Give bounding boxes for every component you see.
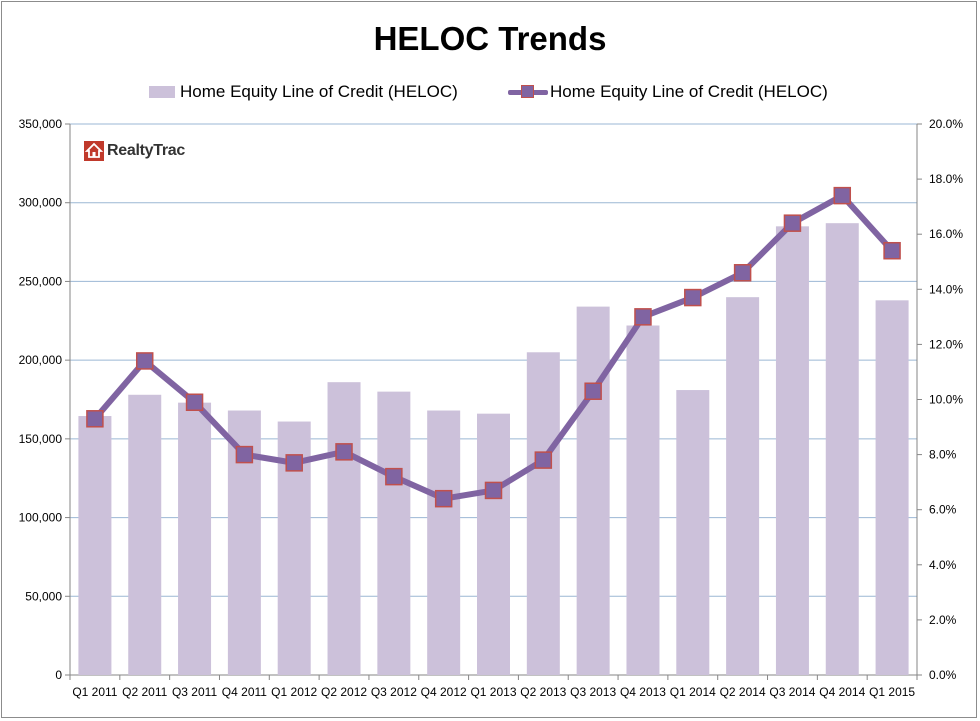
y-left-tick-label: 250,000 xyxy=(19,274,63,288)
y-right-tick-label: 8.0% xyxy=(929,448,957,462)
y-right-tick-label: 14.0% xyxy=(929,282,963,296)
bar xyxy=(327,382,361,675)
line-point xyxy=(135,352,154,370)
legend-line-label: Home Equity Line of Credit (HELOC) xyxy=(550,82,828,101)
x-tick-label: Q4 2011 xyxy=(222,685,267,699)
line-point xyxy=(434,489,453,508)
line-point xyxy=(185,393,204,412)
line-point xyxy=(86,410,104,428)
x-tick-label: Q2 2011 xyxy=(122,685,167,699)
bar xyxy=(875,300,909,675)
y-right-tick-label: 16.0% xyxy=(929,227,963,241)
x-tick-label: Q2 2012 xyxy=(321,685,367,699)
legend: Home Equity Line of Credit (HELOC) Home … xyxy=(0,80,980,104)
legend-line-swatch xyxy=(508,85,548,98)
y-left-tick-label: 350,000 xyxy=(19,117,63,131)
bar xyxy=(178,402,212,675)
line-point xyxy=(684,288,702,307)
y-right-tick-label: 12.0% xyxy=(929,337,963,351)
bar xyxy=(576,306,610,675)
y-left-tick-label: 0 xyxy=(55,668,62,682)
x-tick-label: Q3 2012 xyxy=(371,685,417,699)
x-tick-label: Q4 2014 xyxy=(819,685,865,699)
y-left-tick-label: 300,000 xyxy=(19,196,63,210)
bar xyxy=(526,352,560,675)
bar xyxy=(128,394,162,675)
x-tick-label: Q3 2013 xyxy=(570,685,616,699)
y-right-tick-label: 6.0% xyxy=(929,503,957,517)
y-left-tick-label: 100,000 xyxy=(19,511,63,525)
y-left-tick-label: 50,000 xyxy=(25,589,62,603)
legend-bar-label: Home Equity Line of Credit (HELOC) xyxy=(180,82,458,101)
bar xyxy=(726,297,760,675)
line-point xyxy=(733,264,752,282)
line-point xyxy=(534,451,553,469)
y-right-tick-label: 10.0% xyxy=(929,393,963,407)
y-right-tick-label: 0.0% xyxy=(929,668,957,682)
line-point xyxy=(584,382,602,400)
bar xyxy=(477,413,510,675)
x-tick-label: Q1 2013 xyxy=(470,685,516,699)
y-right-tick-label: 4.0% xyxy=(929,558,957,572)
bar xyxy=(775,226,809,676)
x-tick-label: Q3 2014 xyxy=(769,685,815,699)
house-icon xyxy=(84,141,104,161)
y-right-tick-label: 20.0% xyxy=(929,117,963,131)
x-tick-label: Q1 2014 xyxy=(670,685,716,699)
bar xyxy=(427,410,461,675)
y-left-tick-label: 200,000 xyxy=(19,353,63,367)
line-point xyxy=(285,454,303,472)
realtytrac-logo: RealtyTrac xyxy=(84,141,185,161)
x-tick-label: Q1 2015 xyxy=(869,685,915,699)
logo-text: RealtyTrac xyxy=(107,142,185,159)
x-tick-label: Q3 2011 xyxy=(172,685,217,699)
x-tick-label: Q4 2012 xyxy=(421,685,467,699)
legend-bar-swatch xyxy=(149,86,175,98)
chart-title: HELOC Trends xyxy=(373,20,607,57)
line-point xyxy=(883,241,901,260)
line-point xyxy=(335,443,353,461)
line-point xyxy=(484,481,503,500)
line-point xyxy=(634,308,652,326)
x-tick-label: Q4 2013 xyxy=(620,685,666,699)
bar xyxy=(377,391,411,675)
legend-item-line: Home Equity Line of Credit (HELOC) xyxy=(508,80,828,104)
x-tick-label: Q2 2014 xyxy=(720,685,766,699)
line-point xyxy=(833,186,852,205)
legend-item-bar: Home Equity Line of Credit (HELOC) xyxy=(149,80,458,104)
line-point xyxy=(783,214,802,232)
x-tick-label: Q1 2011 xyxy=(72,685,117,699)
bar xyxy=(676,390,710,675)
x-tick-label: Q2 2013 xyxy=(520,685,566,699)
y-right-tick-label: 18.0% xyxy=(929,172,963,186)
bar xyxy=(626,325,660,675)
y-left-tick-label: 150,000 xyxy=(19,432,63,446)
line-point xyxy=(235,445,254,464)
line-point xyxy=(385,467,403,486)
bar xyxy=(78,416,112,675)
y-right-tick-label: 2.0% xyxy=(929,613,957,627)
x-tick-label: Q1 2012 xyxy=(271,685,317,699)
bar xyxy=(825,223,859,675)
